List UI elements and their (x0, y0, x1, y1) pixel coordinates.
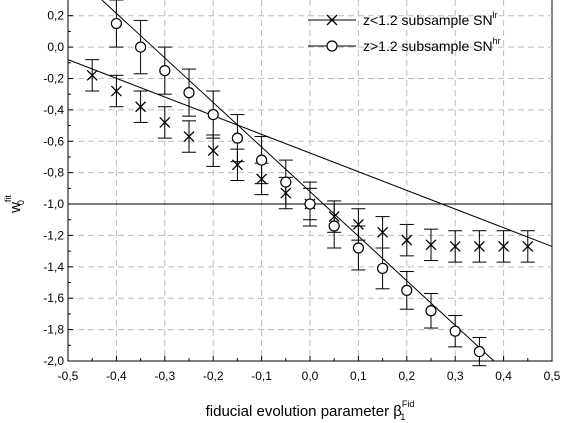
data-point-x (522, 240, 534, 252)
x-tick-label: 0,4 (495, 369, 512, 383)
data-point-circle (207, 108, 219, 121)
data-point-circle (135, 41, 147, 53)
y-tick-label: -1,4 (43, 260, 64, 274)
data-point-x (159, 116, 171, 128)
data-point-x (183, 131, 195, 143)
series-lr (67, 59, 553, 263)
data-point-circle (256, 154, 268, 166)
data-point-circle (280, 176, 292, 188)
y-tick-label: -1,6 (43, 291, 64, 305)
data-point-circle (425, 305, 437, 317)
y-tick-label: -0,4 (43, 103, 64, 117)
data-point-x (135, 101, 147, 113)
data-point-x (352, 218, 364, 230)
x-tick-label: 0,1 (350, 369, 367, 383)
y-tick-label: -0,2 (43, 71, 64, 85)
data-point-x (86, 69, 98, 81)
series-line (101, 0, 495, 362)
legend: z<1.2 subsample SNlr z>1.2 subsample SNh… (308, 10, 501, 54)
data-point-x (401, 234, 413, 246)
x-axis-title: fiducial evolution parameter βFid 1 (206, 399, 415, 422)
data-point-circle (449, 325, 461, 337)
legend-marker-x (326, 14, 338, 26)
y-tick-label: -0,8 (43, 166, 64, 180)
y-axis-title: wfit0 (3, 195, 26, 214)
y-tick-label: -1,8 (43, 323, 64, 337)
x-tick-label: 0,3 (447, 369, 464, 383)
data-point-circle (231, 132, 243, 144)
x-tick-label: 0,5 (544, 369, 561, 383)
data-point-circle (352, 242, 364, 254)
data-point-circle (110, 17, 123, 30)
y-tick-label: 0,2 (47, 9, 64, 23)
data-point-circle (159, 65, 171, 77)
ticks: -0,5 -0,4 -0,3 -0,2 -0,1 0,0 0,1 0,2 0,3 0,4 0,5 0,… (43, 9, 560, 383)
y-tick-label: -1,2 (43, 228, 64, 242)
data-point-circle (401, 284, 413, 296)
data-point-circle (328, 220, 340, 232)
x-tick-label: -0,1 (251, 369, 272, 383)
data-point-x (473, 240, 485, 252)
data-point-x (110, 85, 122, 97)
x-tick-label: -0,4 (106, 369, 127, 383)
data-point-circle (183, 87, 195, 99)
y-tick-label: -2,0 (43, 354, 64, 368)
y-tick-label: 0,0 (47, 40, 64, 54)
data-point-x (377, 226, 389, 238)
x-tick-label: -0,5 (58, 369, 79, 383)
y-tick-label: -1,0 (43, 197, 64, 211)
y-tick-label: -0,6 (43, 134, 64, 148)
data-point-x (449, 240, 461, 252)
x-tick-label: 0,2 (398, 369, 415, 383)
x-tick-label: -0,3 (154, 369, 175, 383)
series-layer (67, 0, 553, 367)
legend-label-lr: z<1.2 subsample SNlr (363, 10, 498, 28)
data-point-circle (473, 345, 485, 358)
data-point-x (498, 240, 510, 252)
x-tick-label: -0,2 (203, 369, 224, 383)
data-point-circle (377, 262, 389, 274)
series-hr (101, 0, 495, 367)
data-point-circle (304, 198, 316, 210)
legend-label-hr: z>1.2 subsample SNhr (363, 36, 501, 54)
data-point-x (425, 239, 437, 251)
legend-marker-circle (326, 40, 338, 52)
x-tick-label: 0,0 (302, 369, 319, 383)
data-point-x (207, 145, 219, 157)
series-line (67, 59, 553, 247)
